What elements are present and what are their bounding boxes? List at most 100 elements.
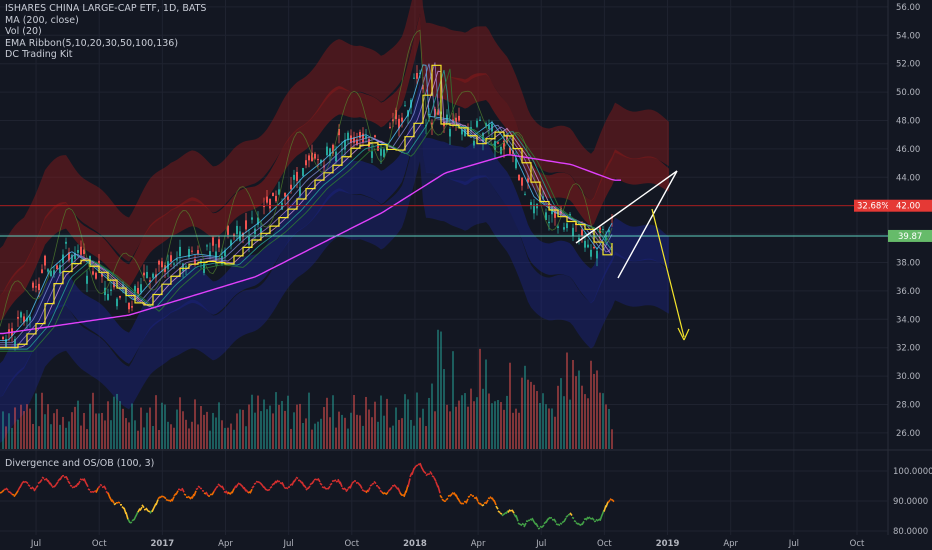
volume-bar [305, 418, 307, 449]
volume-bar [251, 394, 253, 449]
oscillator-segment [397, 487, 401, 493]
oscillator-segment [381, 491, 385, 495]
candle-body [365, 136, 367, 139]
volume-bar [392, 425, 394, 449]
volume-bar [605, 404, 607, 449]
price-tick-label: 56.00 [896, 3, 920, 13]
oscillator-segment [101, 485, 105, 489]
time-tick-label: 2018 [403, 539, 427, 549]
candle-body [158, 260, 160, 265]
oscillator-segment [349, 483, 353, 489]
candle-body [587, 244, 589, 248]
volume-bar [437, 329, 439, 449]
candle-body [38, 283, 40, 291]
oscillator-legend[interactable]: Divergence and OS/OB (100, 3) [5, 458, 155, 469]
oscillator-segment [77, 480, 81, 486]
candle-body [596, 250, 598, 259]
oscillator-segment [591, 517, 595, 521]
oscillator-segment [361, 489, 365, 492]
volume-bar [452, 351, 454, 449]
candle-body [89, 255, 91, 261]
volume-bar [203, 414, 205, 449]
price-tick-label: 28.00 [896, 401, 920, 411]
legend-volume[interactable]: Vol (20) [5, 26, 42, 37]
volume-bar [407, 399, 409, 449]
volume-bar [146, 412, 148, 449]
volume-bar [77, 400, 79, 449]
candle-body [149, 280, 151, 282]
oscillator-segment [539, 525, 543, 529]
oscillator-segment [569, 512, 573, 517]
oscillator-segment [365, 489, 369, 494]
candle-body [233, 234, 235, 236]
volume-bar [551, 408, 553, 449]
candle-body [395, 109, 397, 120]
oscillator-segment [345, 488, 349, 493]
oscillator-segment [521, 522, 525, 526]
volume-bar [68, 421, 70, 449]
candle-body [251, 217, 253, 220]
oscillator-segment [589, 517, 593, 520]
indicator-lines [0, 29, 621, 352]
candle-body [509, 147, 511, 154]
volume-bar [584, 394, 586, 449]
volume-bar [53, 413, 55, 449]
oscillator-segment [91, 490, 95, 493]
oscillator-segment [107, 492, 111, 499]
volume-bar [35, 393, 37, 449]
volume-bar [167, 421, 169, 449]
candle-body [380, 148, 382, 156]
oscillator-segment [31, 486, 35, 490]
oscillator-segment [85, 482, 89, 488]
candle-body [548, 221, 550, 224]
candle-body [530, 202, 532, 206]
candle-body [86, 275, 88, 284]
oscillator-segment [59, 475, 63, 481]
drawings[interactable] [0, 170, 888, 341]
candle-body [77, 250, 79, 253]
volume-bar [353, 394, 355, 449]
oscillator-segment [351, 480, 355, 484]
symbol-title[interactable]: ISHARES CHINA LARGE-CAP ETF, 1D, BATS [5, 3, 207, 14]
volume-bar [299, 403, 301, 449]
legend-dc-kit[interactable]: DC Trading Kit [5, 49, 73, 60]
volume-bar [14, 407, 16, 449]
volume-bar [302, 422, 304, 449]
volume-bar [17, 419, 19, 449]
oscillator-segment [475, 496, 479, 502]
volume-bar [359, 415, 361, 449]
candle-body [50, 270, 52, 277]
candle-body [17, 317, 19, 319]
oscillator-segment [269, 485, 273, 489]
volume-bar [164, 404, 166, 449]
candle-body [398, 118, 400, 129]
candle-body [146, 271, 148, 279]
candle-body [8, 329, 10, 334]
oscillator-segment [347, 485, 351, 490]
volume-bar [260, 411, 262, 449]
volume-bar [554, 416, 556, 449]
oscillator-segment [83, 478, 87, 484]
candle-body [602, 228, 604, 230]
volume-bar [545, 404, 547, 449]
cloud-red-outer [0, 0, 669, 296]
volume-bar [221, 420, 223, 449]
volume-bar [494, 401, 496, 449]
oscillator-segment [147, 510, 151, 513]
wedge-lower [617, 170, 678, 279]
candle-body [53, 270, 55, 275]
volume-bar [56, 409, 58, 449]
candle-body [134, 285, 136, 293]
candle-body [224, 250, 226, 257]
volume-bar [458, 400, 460, 449]
dc-green-line [0, 29, 613, 327]
legend-ma200[interactable]: MA (200, close) [5, 14, 79, 26]
candle-body [497, 142, 499, 144]
badge-change-bg [854, 199, 888, 212]
volume-bar [581, 385, 583, 449]
candle-body [344, 140, 346, 150]
oscillator-segment [55, 481, 59, 486]
oscillator-segment [495, 505, 499, 510]
legend-ema-ribbon[interactable]: EMA Ribbon(5,10,20,30,50,100,136) [5, 37, 179, 49]
